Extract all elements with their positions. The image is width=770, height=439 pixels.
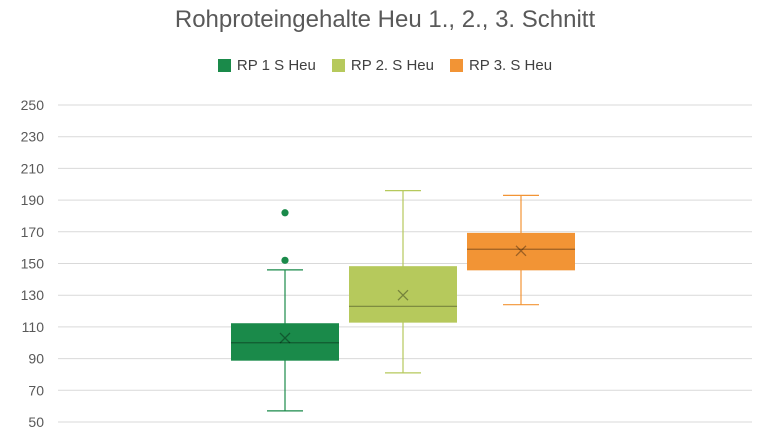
legend-item-rp1: RP 1 S Heu <box>217 57 316 74</box>
y-tick-label-50: 50 <box>28 414 44 430</box>
y-tick-label-190: 190 <box>21 192 45 208</box>
legend-label-rp3: RP 3. S Heu <box>468 57 553 74</box>
y-tick-label-130: 130 <box>21 287 45 303</box>
y-tick-label-170: 170 <box>21 224 45 240</box>
box-rp1 <box>231 323 339 361</box>
legend-swatch-rp2 <box>331 59 345 72</box>
mean-marker-rp2 <box>397 289 409 301</box>
outlier-point-rp1-2 <box>281 209 289 217</box>
y-tick-label-150: 150 <box>21 256 45 272</box>
y-tick-label-70: 70 <box>28 382 44 398</box>
outlier-point-rp1-1 <box>281 256 289 264</box>
legend-label-rp2: RP 2. S Heu <box>350 57 434 74</box>
mean-marker-rp1 <box>279 332 291 344</box>
y-tick-label-110: 110 <box>22 319 45 335</box>
y-tick-label-90: 90 <box>28 351 44 367</box>
box-rp3 <box>467 232 575 271</box>
chart-title: Rohproteingehalte Heu 1., 2., 3. Schnitt <box>174 6 596 33</box>
legend-swatch-rp1 <box>217 59 231 72</box>
y-tick-label-210: 210 <box>21 160 45 176</box>
legend-item-rp2: RP 2. S Heu <box>331 57 434 74</box>
legend-swatch-rp3 <box>449 59 463 72</box>
y-tick-label-250: 250 <box>21 97 45 113</box>
mean-marker-rp3 <box>515 245 527 257</box>
legend-item-rp3: RP 3. S Heu <box>449 57 553 74</box>
y-tick-label-230: 230 <box>21 129 45 145</box>
box-rp2 <box>349 266 457 323</box>
legend: RP 1 S Heu RP 2. S Heu RP 3. S Heu <box>0 57 770 74</box>
legend-label-rp1: RP 1 S Heu <box>236 57 316 74</box>
